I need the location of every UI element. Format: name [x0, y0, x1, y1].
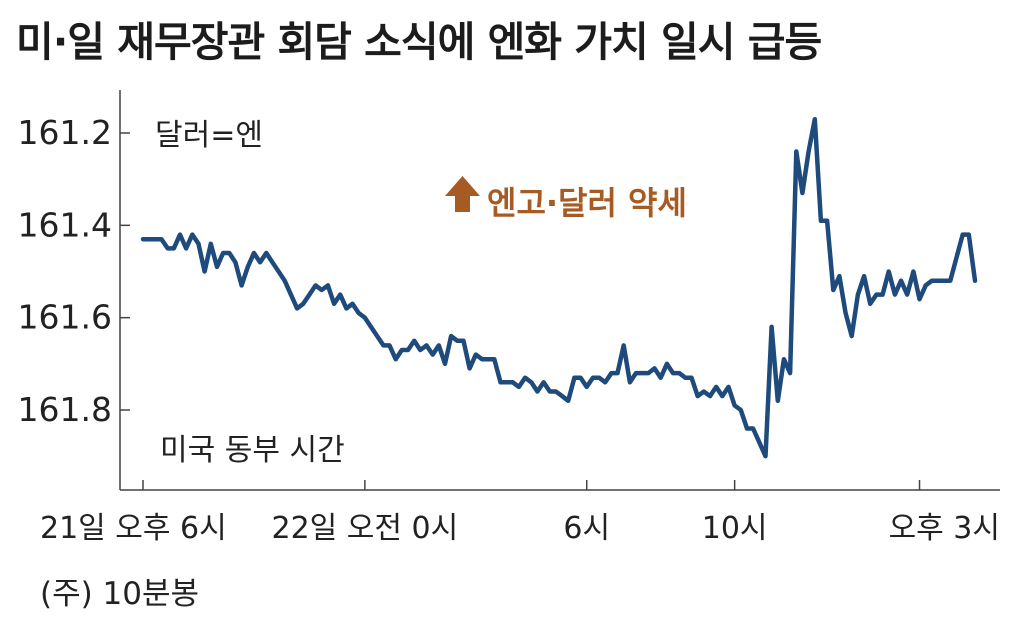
x-tick-label: 오후 3시 [889, 511, 1000, 546]
annotation-label: 엔고·달러 약세 [487, 184, 687, 222]
time-zone-label: 미국 동부 시간 [160, 433, 345, 468]
series-line-usd-jpy [140, 116, 978, 459]
up-arrow-icon [445, 176, 480, 212]
y-tick-label: 161.6 [18, 298, 112, 337]
y-tick-label: 161.8 [18, 390, 112, 429]
series-layer [140, 116, 978, 459]
y-tick-label: 161.2 [18, 113, 112, 152]
axes [119, 90, 1000, 491]
x-tick-label: 6시 [563, 511, 610, 546]
x-tick-label: 10시 [702, 511, 768, 546]
chart-title: 미·일 재무장관 회담 소식에 엔화 가치 일시 급등 [16, 18, 822, 66]
x-tick-label: 21일 오후 6시 [40, 511, 227, 546]
unit-label: 달러=엔 [155, 118, 263, 153]
chart-labels: 161.2 161.4 161.6 161.8 21일 오후 6시 22일 오전 0시 6시… [18, 113, 1000, 546]
footnote: (주) 10분봉 [40, 576, 200, 612]
y-tick-label: 161.4 [18, 205, 112, 244]
x-tick-label: 22일 오전 0시 [271, 511, 458, 546]
